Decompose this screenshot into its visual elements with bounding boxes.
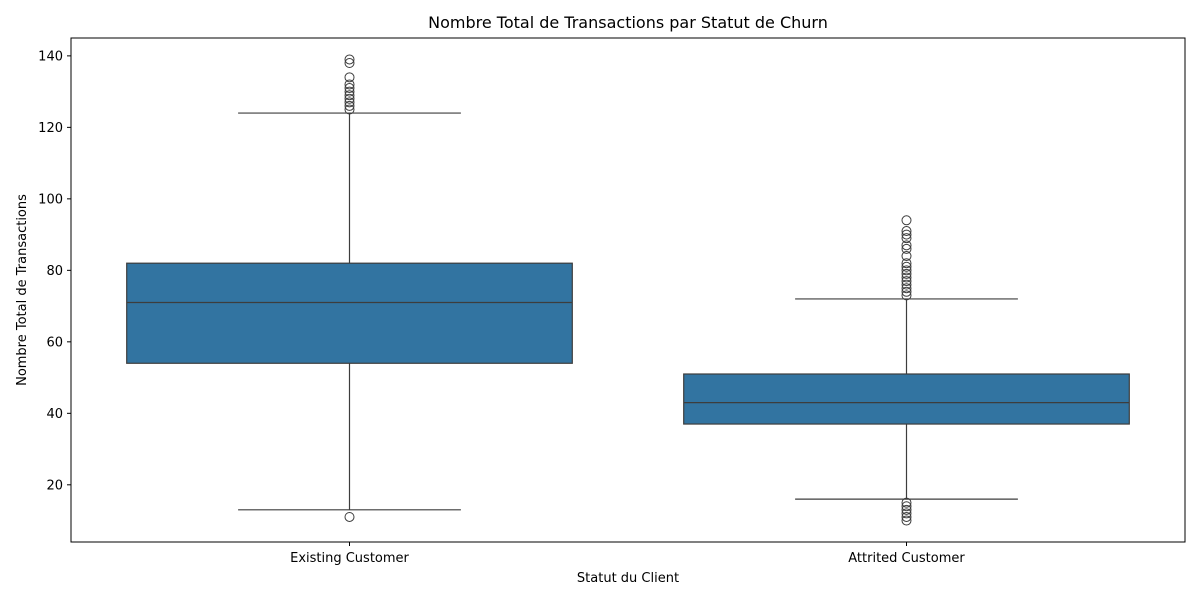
outlier-point xyxy=(901,508,912,519)
outlier-point xyxy=(901,265,912,276)
outlier-point xyxy=(344,93,355,104)
outlier-point xyxy=(901,226,912,237)
x-tick-label: Existing Customer xyxy=(290,551,409,566)
outlier-point xyxy=(901,497,912,508)
y-tick-label: 120 xyxy=(38,121,63,136)
outlier-point xyxy=(901,240,912,251)
box-group xyxy=(683,215,1130,526)
y-tick-label: 100 xyxy=(38,192,63,207)
y-tick-label: 140 xyxy=(38,49,63,64)
outlier-point xyxy=(901,258,912,269)
outlier-point xyxy=(901,290,912,301)
y-tick-label: 80 xyxy=(46,264,63,279)
outlier-point xyxy=(344,97,355,108)
outlier-point xyxy=(344,86,355,97)
x-tick-label: Attrited Customer xyxy=(848,551,965,566)
outlier-point xyxy=(901,229,912,240)
chart-title: Nombre Total de Transactions par Statut … xyxy=(428,13,828,32)
y-axis-label: Nombre Total de Transactions xyxy=(15,194,30,386)
y-tick-label: 40 xyxy=(46,407,63,422)
box xyxy=(683,373,1130,425)
outlier-point xyxy=(901,268,912,279)
outlier-point xyxy=(901,243,912,254)
outlier-point xyxy=(344,100,355,111)
outlier-point xyxy=(344,79,355,90)
box-group xyxy=(126,54,573,522)
outlier-point xyxy=(901,283,912,294)
outlier-point xyxy=(901,233,912,244)
outlier-point xyxy=(344,58,355,69)
outlier-point xyxy=(344,104,355,115)
outlier-point xyxy=(901,515,912,526)
outlier-point xyxy=(901,501,912,512)
outlier-point xyxy=(344,90,355,101)
outlier-point xyxy=(901,504,912,515)
outlier-point xyxy=(344,54,355,65)
outlier-point xyxy=(901,286,912,297)
plot-area: 20 40 60 80 100 120 140 Existing Customer Attrit… xyxy=(38,37,1186,566)
outlier-point xyxy=(901,261,912,272)
y-tick-label: 60 xyxy=(46,335,63,350)
outlier-point xyxy=(901,251,912,262)
x-axis-label: Statut du Client xyxy=(577,571,679,586)
outlier-point xyxy=(344,72,355,83)
outlier-point xyxy=(901,276,912,287)
outlier-point xyxy=(901,279,912,290)
y-tick-label: 20 xyxy=(46,478,63,493)
outlier-point xyxy=(901,272,912,283)
box xyxy=(126,262,573,364)
outlier-point xyxy=(901,215,912,226)
outlier-point xyxy=(901,511,912,522)
outlier-point xyxy=(344,83,355,94)
outlier-point xyxy=(344,511,355,522)
axes-frame xyxy=(70,37,1186,543)
